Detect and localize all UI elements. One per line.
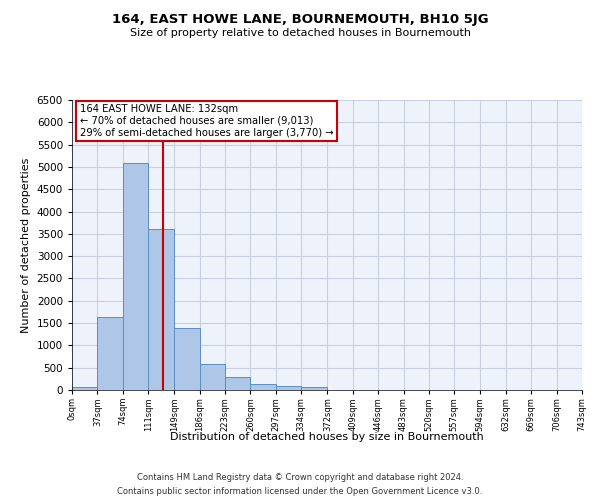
Text: 164, EAST HOWE LANE, BOURNEMOUTH, BH10 5JG: 164, EAST HOWE LANE, BOURNEMOUTH, BH10 5… — [112, 12, 488, 26]
Y-axis label: Number of detached properties: Number of detached properties — [21, 158, 31, 332]
Text: Distribution of detached houses by size in Bournemouth: Distribution of detached houses by size … — [170, 432, 484, 442]
Text: Contains public sector information licensed under the Open Government Licence v3: Contains public sector information licen… — [118, 488, 482, 496]
Bar — [97, 318, 123, 390]
Bar — [174, 328, 200, 390]
Text: Size of property relative to detached houses in Bournemouth: Size of property relative to detached ho… — [130, 28, 470, 38]
Bar — [301, 387, 328, 390]
Bar — [148, 230, 174, 390]
Text: Contains HM Land Registry data © Crown copyright and database right 2024.: Contains HM Land Registry data © Crown c… — [137, 472, 463, 482]
Bar — [276, 386, 301, 390]
Bar — [250, 384, 276, 390]
Bar — [200, 364, 225, 390]
Text: 164 EAST HOWE LANE: 132sqm
← 70% of detached houses are smaller (9,013)
29% of s: 164 EAST HOWE LANE: 132sqm ← 70% of deta… — [80, 104, 333, 138]
Bar — [123, 164, 148, 390]
Bar — [225, 377, 250, 390]
Bar — [72, 387, 97, 390]
